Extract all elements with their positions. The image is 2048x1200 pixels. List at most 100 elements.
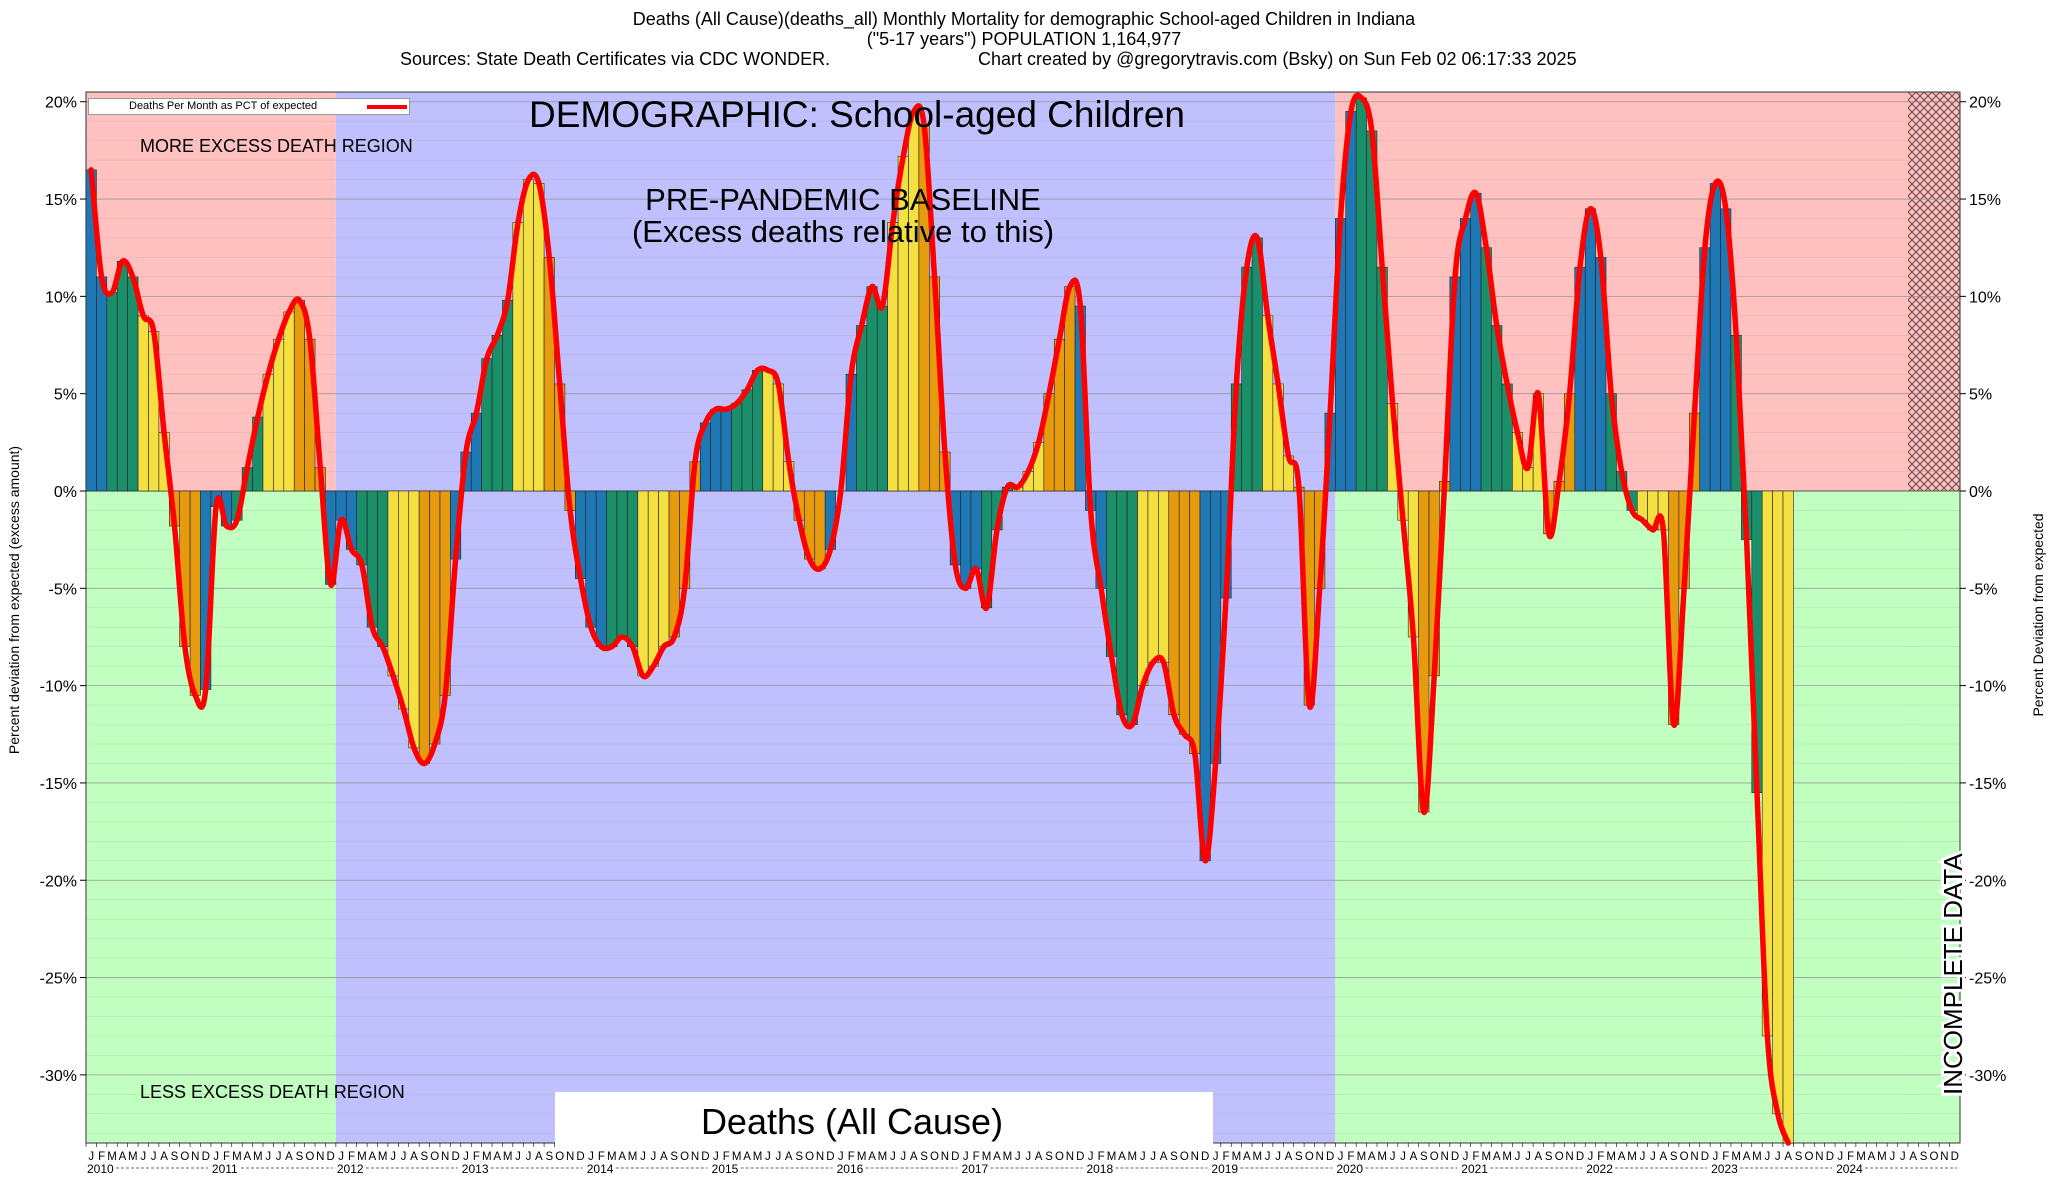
- month-tick-label: N: [1316, 1151, 1324, 1163]
- year-tick-label: 2012: [337, 1162, 364, 1176]
- demographic-label: DEMOGRAPHIC: School-aged Children: [529, 94, 1185, 135]
- month-tick-label: O: [680, 1151, 689, 1163]
- month-tick-label: M: [1606, 1151, 1616, 1163]
- month-tick-label: A: [743, 1151, 751, 1163]
- month-tick-label: J: [1640, 1151, 1646, 1163]
- month-tick-label: S: [1795, 1151, 1803, 1163]
- month-tick-label: S: [920, 1151, 928, 1163]
- month-tick-label: J: [775, 1151, 781, 1163]
- right-y-axis-label: Percent Deviation from expected: [2030, 513, 2046, 716]
- bar: [189, 490, 201, 696]
- month-tick-label: D: [1826, 1151, 1834, 1163]
- month-tick-label: J: [1775, 1151, 1781, 1163]
- month-tick-label: M: [982, 1151, 992, 1163]
- bar: [1772, 490, 1784, 1115]
- month-tick-label: J: [1088, 1151, 1094, 1163]
- month-tick-label: D: [1951, 1151, 1959, 1163]
- month-tick-label: J: [963, 1151, 969, 1163]
- month-tick-label: D: [576, 1151, 584, 1163]
- month-tick-label: M: [1128, 1151, 1138, 1163]
- less-excess-label: LESS EXCESS DEATH REGION: [140, 1082, 405, 1102]
- month-tick-label: J: [1515, 1151, 1521, 1163]
- month-tick-label: O: [555, 1151, 564, 1163]
- year-tick-label: 2016: [837, 1162, 864, 1176]
- month-tick-label: J: [265, 1151, 271, 1163]
- bar: [491, 334, 503, 492]
- bars: [85, 97, 1794, 1144]
- year-tick-label: 2011: [212, 1162, 238, 1176]
- month-tick-label: D: [1326, 1151, 1334, 1163]
- month-tick-label: N: [1940, 1151, 1948, 1163]
- month-tick-label: J: [1650, 1151, 1656, 1163]
- month-tick-label: D: [951, 1151, 959, 1163]
- credit-text: Chart created by @gregorytravis.com (Bsk…: [978, 49, 1577, 69]
- month-tick-label: O: [930, 1151, 939, 1163]
- y-tick-label: 10%: [1969, 289, 2001, 306]
- bar: [814, 490, 826, 570]
- bar: [1782, 490, 1794, 1144]
- month-tick-label: O: [305, 1151, 314, 1163]
- month-tick-label: A: [1535, 1151, 1543, 1163]
- bar: [533, 183, 545, 492]
- month-tick-label: M: [1107, 1151, 1117, 1163]
- month-tick-label: M: [1232, 1151, 1242, 1163]
- month-tick-label: A: [285, 1151, 293, 1163]
- bar: [398, 490, 410, 710]
- month-tick-label: O: [1555, 1151, 1564, 1163]
- month-tick-label: A: [1285, 1151, 1293, 1163]
- month-tick-label: M: [1856, 1151, 1866, 1163]
- left-y-axis-label: Percent deviation from expected (excess …: [6, 446, 22, 754]
- year-tick-label: 2010: [87, 1162, 114, 1176]
- month-tick-label: S: [1045, 1151, 1053, 1163]
- month-tick-label: F: [598, 1151, 605, 1163]
- month-tick-label: A: [1243, 1151, 1251, 1163]
- month-tick-label: J: [1765, 1151, 1771, 1163]
- month-tick-label: S: [1170, 1151, 1178, 1163]
- year-tick-label: 2021: [1461, 1162, 1488, 1176]
- month-tick-label: M: [357, 1151, 367, 1163]
- y-tick-label: -20%: [40, 873, 77, 890]
- month-tick-label: M: [878, 1151, 888, 1163]
- y-tick-label: 20%: [45, 95, 77, 112]
- month-tick-label: J: [651, 1151, 657, 1163]
- month-tick-label: J: [213, 1151, 219, 1163]
- year-tick-label: 2018: [1086, 1162, 1113, 1176]
- background-regions: [86, 92, 1960, 1144]
- month-tick-label: A: [1493, 1151, 1501, 1163]
- month-tick-label: J: [151, 1151, 157, 1163]
- bar: [116, 261, 128, 492]
- bar: [387, 490, 399, 677]
- month-tick-label: J: [1275, 1151, 1281, 1163]
- year-tick-label: 2013: [462, 1162, 489, 1176]
- right-y-axis: 20% 15% 10% 5% 0% -5% -10% -15% -20% -25% -30%: [1960, 95, 2006, 1085]
- year-tick-label: 2014: [587, 1162, 614, 1176]
- month-tick-label: J: [1588, 1151, 1594, 1163]
- month-tick-label: A: [410, 1151, 418, 1163]
- bar: [1355, 97, 1367, 492]
- month-tick-label: D: [327, 1151, 335, 1163]
- month-tick-label: M: [253, 1151, 263, 1163]
- bar: [522, 179, 534, 492]
- year-tick-label: 2015: [712, 1162, 739, 1176]
- month-tick-label: J: [463, 1151, 469, 1163]
- month-tick-label: F: [1597, 1151, 1604, 1163]
- month-tick-label: D: [1076, 1151, 1084, 1163]
- month-tick-label: M: [857, 1151, 867, 1163]
- deaths-pct-line: [88, 92, 1791, 1146]
- month-tick-label: M: [1003, 1151, 1013, 1163]
- month-tick-label: J: [88, 1151, 94, 1163]
- month-tick-label: J: [1900, 1151, 1906, 1163]
- month-tick-label: J: [1400, 1151, 1406, 1163]
- left-y-axis: 20% 15% 10% 5% 0% -5% -10% -15% -20% -25% -30%: [40, 95, 86, 1085]
- y-tick-label: 0%: [54, 484, 77, 501]
- month-tick-label: S: [171, 1151, 179, 1163]
- month-tick-label: A: [785, 1151, 793, 1163]
- month-tick-label: A: [1784, 1151, 1792, 1163]
- month-tick-label: M: [628, 1151, 638, 1163]
- bar: [762, 370, 774, 492]
- incomplete-data-region: [1907, 490, 1960, 1144]
- month-tick-label: D: [1576, 1151, 1584, 1163]
- month-tick-label: S: [545, 1151, 553, 1163]
- month-tick-label: A: [660, 1151, 668, 1163]
- month-tick-label: N: [1066, 1151, 1074, 1163]
